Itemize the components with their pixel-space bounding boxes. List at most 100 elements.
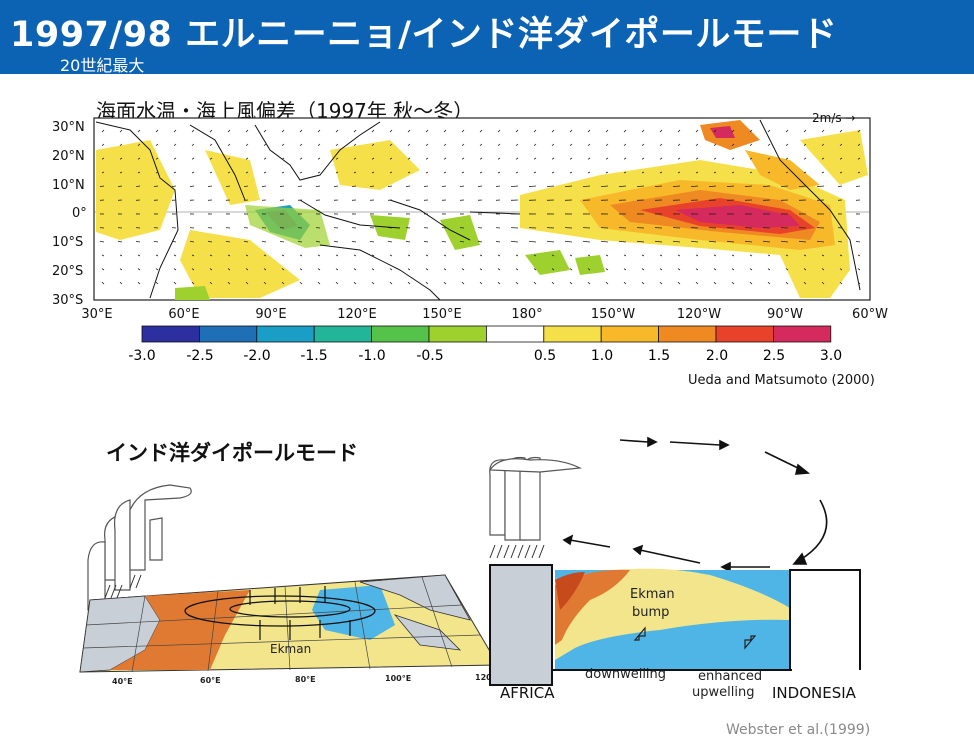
wind-vector [803,129,807,133]
wind-vector [173,157,177,160]
rain-marks [104,574,142,599]
wind-vector [641,157,645,160]
wind-vector [299,157,303,160]
wind-vector [243,240,249,243]
wind-vector [690,185,699,188]
wind-vector [407,157,411,160]
wind-vector [317,157,321,160]
wind-vector [335,281,339,285]
colorbar-label: 0.5 [533,348,557,364]
latitude-labels: 30°N 20°N 10°N 0° 10°S 20°S 30°S [52,120,87,308]
wind-vector [281,143,285,147]
wind-vector [654,185,663,188]
wind-vector [371,254,375,257]
wind-vector [695,268,699,271]
wind-vector [407,268,411,271]
iod-title: インド洋ダイポールモード [106,441,358,465]
wind-vector [119,281,123,285]
wind-vector [857,157,861,160]
wind-vector [785,143,789,147]
wind-vector [227,129,231,133]
wind-vector [333,240,339,243]
wind-vector [749,129,753,133]
wind-vector [767,254,771,257]
wind-vector [317,254,321,257]
wind-vector [641,254,645,257]
wind-vector [335,268,339,271]
wind-vector [209,254,213,257]
wind-vector [279,185,285,188]
wind-vector [245,157,249,160]
wind-vector [245,268,249,271]
wind-vector [153,185,159,188]
wind-vector [821,157,825,160]
wind-vector [821,171,825,174]
wind-vector [785,171,789,174]
wind-vector [479,157,483,160]
wind-vector [155,281,159,285]
wind-vector [551,171,555,174]
wind-vector [695,157,699,160]
wind-vector [767,129,771,133]
wind-vector [443,143,447,147]
enhanced-label: enhanced [698,669,762,684]
wind-vector [731,171,735,174]
colorbar-swatch [658,325,717,343]
wind-vector [137,268,141,271]
wind-vector [641,129,645,133]
wind-vector [515,281,519,285]
indonesia-label: INDONESIA [772,684,857,702]
wind-vector [405,185,411,188]
map-lon-labels: 40°E 60°E 80°E 100°E 120°E [112,673,500,686]
wind-vector [119,143,123,147]
wind-vector [407,281,411,285]
wind-vector [245,171,249,174]
ekman-arrows [249,586,351,640]
wind-vector [744,240,753,243]
wind-vector [731,143,735,147]
wind-vector [137,281,141,285]
wind-vector [317,268,321,271]
cool-anomaly-regions [175,205,605,300]
walker-circulation-arrows [562,436,828,573]
svg-text:40°E: 40°E [112,677,133,686]
slide-subtitle: 20世紀最大 [60,56,145,75]
wind-vector [587,171,591,174]
wind-vector [605,129,609,133]
wind-vector [371,171,375,174]
colorbar-swatch [543,325,602,343]
wind-vector [587,254,591,257]
wind-vector [677,157,681,160]
wind-vector [477,240,483,243]
wind-vector [119,157,123,160]
wind-vector [569,281,573,285]
wind-vector [839,157,843,160]
wind-vector [497,171,501,174]
wind-vector [497,157,501,160]
wind-vector [459,185,465,188]
wind-vector [389,129,393,133]
wind-vector [263,268,267,271]
wind-vector [155,143,159,147]
wind-vector [119,171,123,174]
wind-vector [227,171,231,174]
wind-vector [821,129,825,133]
iod-cross-section: Ekman bump downwelling enhanced upwellin… [488,436,861,702]
wind-vector [821,281,825,285]
wind-vector [153,240,159,243]
wind-vector [839,268,843,271]
wind-vector [479,171,483,174]
wind-vector [299,268,303,271]
wind-vector [564,240,573,243]
wind-vector [623,281,627,285]
wind-vector [263,281,267,285]
wind-vector [672,185,681,188]
lat-label: 20°N [52,149,85,164]
wind-vector [387,185,393,188]
wind-vector [299,143,303,147]
iod-schematic-map: Ekman 40°E 60°E 80°E 100°E 120°E [79,484,500,686]
colorbar-swatch [198,325,258,343]
wind-vector [135,240,141,243]
wind-vector [623,171,627,174]
wind-vector [803,171,807,174]
